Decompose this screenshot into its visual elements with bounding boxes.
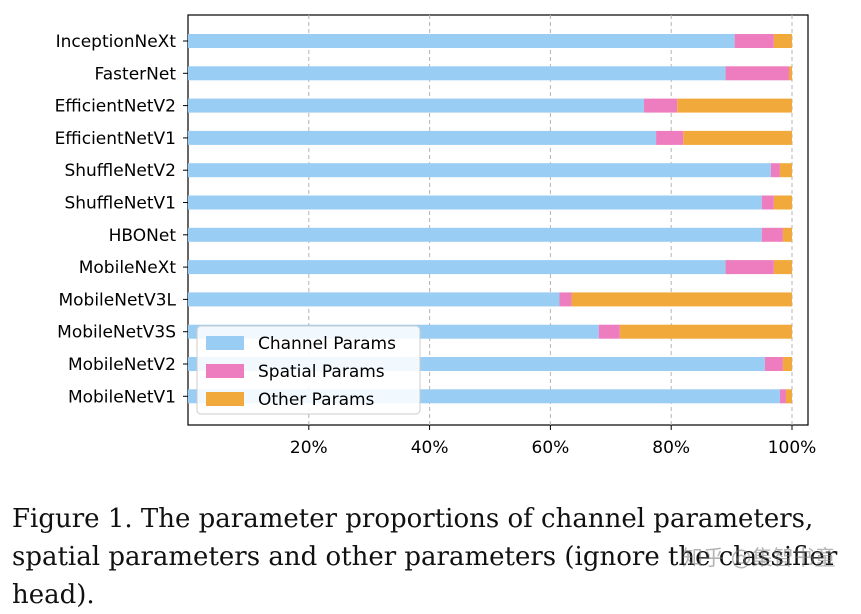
ytick-label-fasternet: FasterNet [95,64,177,84]
bar-fasternet-channel-params [188,66,726,81]
bar-fasternet-other-params [788,66,792,81]
watermark: 知乎 @集智书童 [682,546,836,570]
legend-swatch-channel-params [206,336,244,350]
ytick-label-inceptionnext: InceptionNeXt [56,32,177,52]
bar-hbonet-other-params [782,227,792,242]
bar-efficientnetv1-channel-params [188,130,657,145]
bar-shufflenetv1-other-params [773,195,792,210]
bar-mobilenetv3l-channel-params [188,292,560,307]
bar-efficientnetv2-channel-params [188,98,645,113]
legend-label-other-params: Other Params [258,390,375,410]
ytick-label-shufflenetv2: ShuffleNetV2 [64,161,176,181]
stacked-bar-chart: InceptionNeXt FasterNet EfficientNetV2 Effi… [55,14,817,458]
bar-efficientnetv1-spatial-params [656,130,684,145]
bar-mobilenetv3l-spatial-params [559,292,572,307]
bar-hbonet-channel-params [188,227,762,242]
bar-inceptionnext-spatial-params [734,34,774,48]
ytick-label-hbonet: HBONet [109,226,177,246]
bar-inceptionnext-other-params [773,34,792,48]
xtick-label-60: 60% [532,438,570,458]
bar-shufflenetv2-other-params [779,163,792,178]
bar-efficientnetv1-other-params [683,130,792,145]
xtick-label-40: 40% [411,438,449,458]
bar-shufflenetv1-channel-params [188,195,762,210]
bar-mobilenext-spatial-params [725,260,774,275]
figure: InceptionNeXt FasterNet EfficientNetV2 Effi… [55,14,817,458]
legend-label-channel-params: Channel Params [258,334,396,354]
ytick-label-mobilenetv3l: MobileNetV3L [58,290,176,310]
bar-efficientnetv2-other-params [677,98,792,113]
bar-shufflenetv2-channel-params [188,163,771,178]
bar-mobilenext-other-params [773,260,792,275]
bar-mobilenetv2-other-params [782,357,792,371]
xtick-label-20: 20% [290,438,328,458]
bar-mobilenetv3l-other-params [571,292,792,307]
bar-shufflenetv1-spatial-params [761,195,774,210]
ytick-label-mobilenetv1: MobileNetV1 [68,387,176,407]
bar-inceptionnext-channel-params [188,34,735,48]
bar-shufflenetv2-spatial-params [770,163,780,178]
bar-mobilenetv3s-spatial-params [598,324,620,339]
ytick-label-efficientnetv2: EfficientNetV2 [55,97,176,117]
legend-label-spatial-params: Spatial Params [258,362,385,382]
bar-mobilenext-channel-params [188,260,726,275]
bar-fasternet-spatial-params [725,66,789,81]
legend-swatch-spatial-params [206,364,244,378]
legend-swatch-other-params [206,392,244,406]
xtick-label-100: 100% [768,438,817,458]
ytick-label-shufflenetv1: ShuffleNetV1 [64,194,176,214]
ytick-label-mobilenext: MobileNeXt [79,258,177,278]
bar-mobilenetv1-other-params [785,389,792,404]
bar-efficientnetv2-spatial-params [644,98,678,113]
legend: Channel Params Spatial Params Other Params [196,325,421,415]
ytick-label-mobilenetv2: MobileNetV2 [68,355,176,375]
bar-mobilenetv1-spatial-params [779,389,786,404]
ytick-label-mobilenetv3s: MobileNetV3S [57,323,176,343]
legend-box [196,325,421,415]
xtick-label-80: 80% [652,438,690,458]
bar-mobilenetv3s-other-params [619,324,792,339]
ytick-label-efficientnetv1: EfficientNetV1 [55,129,176,149]
bar-hbonet-spatial-params [761,227,783,242]
bar-mobilenetv2-spatial-params [764,357,783,371]
